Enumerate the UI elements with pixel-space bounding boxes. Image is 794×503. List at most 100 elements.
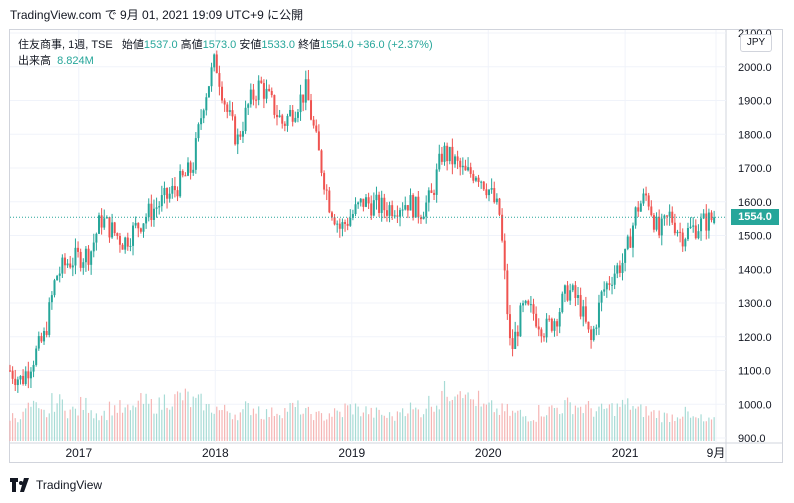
volume-bar xyxy=(501,403,503,441)
volume-bar xyxy=(69,409,71,441)
volume-bar xyxy=(708,417,710,441)
candle-body xyxy=(71,265,74,268)
candle-body xyxy=(574,285,577,298)
candle-body xyxy=(571,285,574,291)
candle-body xyxy=(692,225,695,227)
volume-bar xyxy=(451,399,453,441)
volume-bar xyxy=(679,418,681,441)
volume-bar xyxy=(333,408,336,441)
volume-bar xyxy=(247,403,249,441)
candle-body xyxy=(323,172,326,190)
volume-bar xyxy=(284,408,286,441)
volume-bar xyxy=(242,409,244,441)
volume-bar xyxy=(82,409,84,441)
candle-body xyxy=(385,210,388,216)
candle-body xyxy=(482,181,485,190)
y-tick-label: 1600.0 xyxy=(738,197,772,209)
candle-body xyxy=(228,110,231,112)
candle-body xyxy=(79,251,82,268)
candle-body xyxy=(40,336,43,342)
volume-bar xyxy=(642,417,645,441)
footer-brand[interactable]: TradingView xyxy=(10,478,102,492)
candle-body xyxy=(433,192,436,195)
candle-body xyxy=(375,194,378,201)
volume-bar xyxy=(9,420,11,441)
candle-body xyxy=(587,321,590,330)
volume-bar xyxy=(221,410,223,441)
candle-body xyxy=(173,185,176,191)
candle-body xyxy=(522,303,525,306)
candle-body xyxy=(443,145,446,162)
volume-bar xyxy=(598,406,600,441)
volume-bar xyxy=(637,406,639,441)
candle-body xyxy=(453,156,456,165)
candle-body xyxy=(660,218,663,236)
candle-body xyxy=(270,90,273,96)
volume-bar xyxy=(179,392,181,441)
candle-body xyxy=(278,115,281,118)
candle-body xyxy=(118,235,121,245)
volume-bar xyxy=(572,414,574,441)
volume-bar xyxy=(430,406,433,441)
volume-bar xyxy=(252,408,255,441)
candle-body xyxy=(307,79,310,101)
volume-bar xyxy=(616,403,618,441)
candle-body xyxy=(124,237,127,250)
volume-bar xyxy=(66,418,69,441)
volume-bar xyxy=(640,404,642,441)
volume-bar xyxy=(368,414,370,441)
volume-bar xyxy=(87,412,90,441)
last-price-tag: 1554.0 xyxy=(731,209,779,226)
volume-bar xyxy=(692,416,694,441)
volume-bar xyxy=(17,422,19,441)
volume-bar xyxy=(577,407,579,441)
volume-bar xyxy=(250,415,252,441)
candle-body xyxy=(459,160,462,168)
volume-bar xyxy=(373,417,375,441)
candle-body xyxy=(584,306,587,322)
candle-body xyxy=(540,329,543,337)
volume-bar xyxy=(381,414,383,441)
currency-button[interactable]: JPY xyxy=(740,34,772,52)
volume-bar xyxy=(229,412,231,441)
volume-bar xyxy=(417,409,419,441)
candle-body xyxy=(485,189,488,196)
candle-body xyxy=(257,80,260,100)
volume-bar xyxy=(661,422,663,441)
x-tick-label: 9月 xyxy=(707,446,726,460)
candle-body xyxy=(111,222,114,238)
y-tick-label: 1200.0 xyxy=(738,332,772,344)
volume-bar xyxy=(116,412,118,441)
volume-bar xyxy=(349,404,351,441)
candle-body xyxy=(422,216,425,220)
low-value: 1533.0 xyxy=(261,39,296,51)
volume-bar xyxy=(624,404,626,441)
y-tick-label: 1400.0 xyxy=(738,264,772,276)
candle-body xyxy=(344,222,347,224)
candle-body xyxy=(629,236,632,248)
candle-body xyxy=(480,181,483,183)
symbol-label[interactable]: 住友商事, 1週, TSE xyxy=(18,39,113,51)
candle-body xyxy=(100,215,103,228)
volume-bar xyxy=(218,410,221,441)
candle-body xyxy=(671,211,674,223)
candle-body xyxy=(58,273,61,276)
volume-bar xyxy=(153,413,155,441)
volume-bar xyxy=(676,417,679,441)
candle-body xyxy=(673,222,676,234)
candle-body xyxy=(613,273,616,285)
volume-bar xyxy=(318,411,320,441)
volume-bar xyxy=(470,399,472,441)
candle-body xyxy=(461,165,464,168)
volume-bar xyxy=(352,414,354,441)
volume-bar xyxy=(299,414,302,441)
volume-bar xyxy=(388,412,391,441)
footer-brand-label: TradingView xyxy=(36,478,103,492)
candle-body xyxy=(255,99,258,101)
y-tick-label: 2000.0 xyxy=(738,62,772,74)
volume-bar xyxy=(271,407,273,441)
volume-bar xyxy=(203,410,205,441)
candle-body xyxy=(226,104,229,112)
volume-bar xyxy=(226,411,228,441)
